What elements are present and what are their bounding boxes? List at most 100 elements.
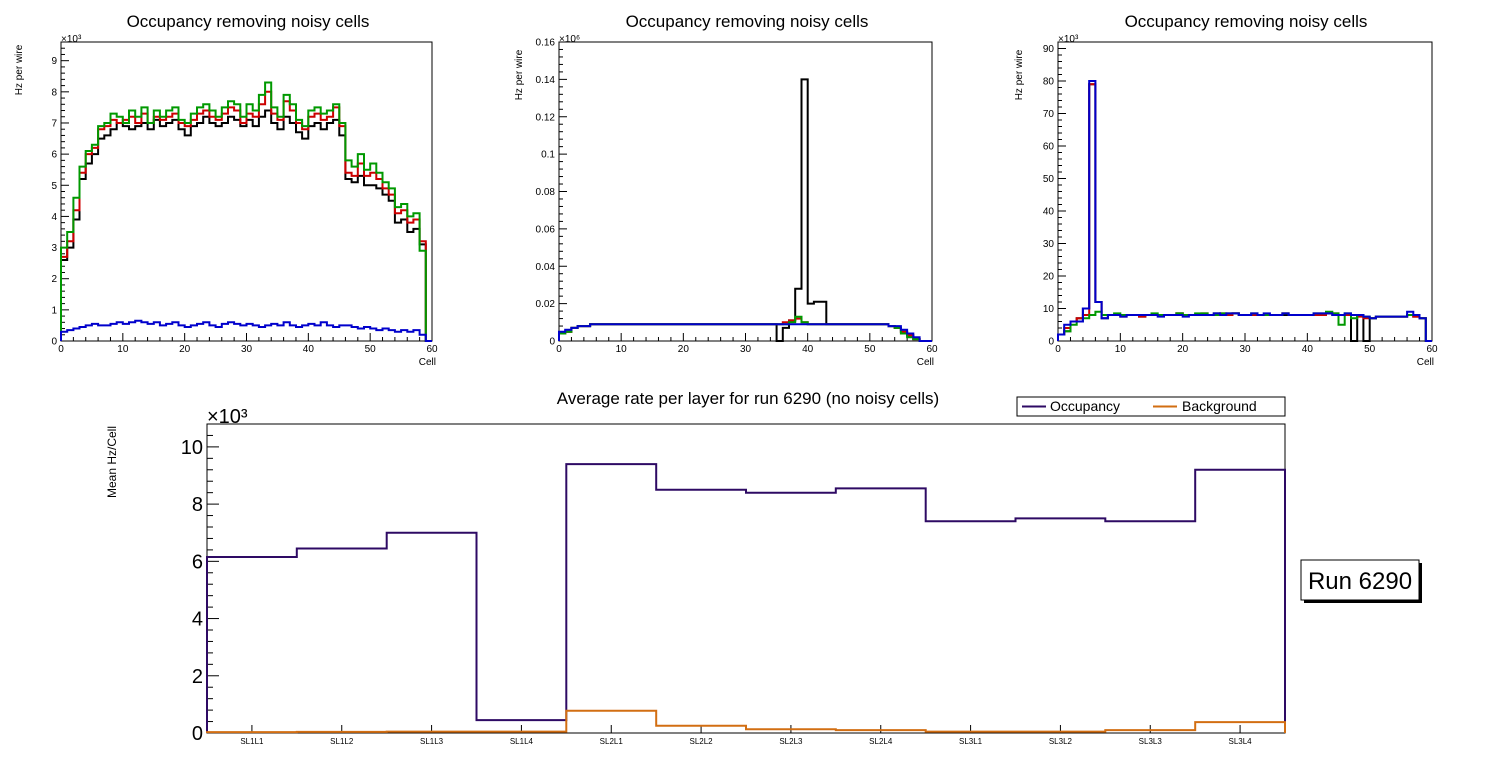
y-tick-label: 0: [51, 337, 57, 348]
x-category-label: SL2L3: [779, 737, 803, 746]
panel-2-exponent-label: ×10⁶: [559, 34, 580, 45]
y-tick-label: 40: [1043, 207, 1055, 218]
y-tick-label: 0: [1048, 337, 1054, 348]
x-category-label: SL3L1: [959, 737, 983, 746]
panel-1: Occupancy removing noisy cells Hz per wi…: [14, 12, 438, 368]
y-tick-label: 6: [192, 551, 203, 573]
y-tick-label: 60: [1043, 142, 1055, 153]
x-category-label: SL3L2: [1049, 737, 1073, 746]
x-tick-label: 30: [1239, 344, 1251, 355]
y-tick-label: 8: [192, 494, 203, 516]
run-annotation-frame: [1300, 559, 1420, 601]
x-category-label: SL1L4: [510, 737, 534, 746]
series-line-layer-4: [1057, 80, 1432, 342]
x-tick-label: 50: [1364, 344, 1376, 355]
y-tick-label: 6: [51, 150, 57, 161]
panel-3-y-axis-label: Hz per wire: [1014, 49, 1025, 100]
y-tick-label: 5: [51, 181, 57, 192]
panel-1-plot-area: 0 1 2 3 4 5 6 7 8 9 0 10 20 30 40 50 60: [51, 41, 438, 355]
panel-3-exponent-label: ×10³: [1058, 34, 1079, 45]
x-tick-label: 20: [179, 344, 191, 355]
panel-2-plot-area: 0 0.02 0.04 0.06 0.08 0.1 0.12 0.14 0.16 0 10 20 30 4…: [536, 38, 938, 356]
x-tick-label: 30: [241, 344, 253, 355]
x-category-label: SL1L1: [240, 737, 264, 746]
panel-3-title: Occupancy removing noisy cells: [1125, 12, 1368, 31]
run-annotation-box: Run 6290: [1300, 559, 1422, 603]
x-category-label: SL1L2: [330, 737, 354, 746]
x-tick-label: 0: [556, 344, 562, 355]
y-tick-label: 0.06: [536, 224, 556, 235]
x-category-label: SL2L2: [690, 737, 714, 746]
y-tick-label: 30: [1043, 239, 1055, 250]
series-line-layer-4: [60, 319, 432, 342]
panel-4-y-axis-label: Mean Hz/Cell: [105, 426, 119, 498]
panel-1-x-axis-label: Cell: [419, 357, 436, 368]
x-tick-label: 0: [1055, 344, 1061, 355]
x-category-label: SL3L4: [1229, 737, 1253, 746]
x-tick-label: 40: [1302, 344, 1314, 355]
x-tick-label: 10: [117, 344, 129, 355]
y-tick-label: 4: [51, 212, 57, 223]
x-tick-label: 60: [1426, 344, 1438, 355]
y-tick-label: 80: [1043, 77, 1055, 88]
panel-2-title: Occupancy removing noisy cells: [626, 12, 869, 31]
y-tick-label: 10: [1043, 304, 1055, 315]
x-tick-label: 20: [678, 344, 690, 355]
x-category-label: SL1L3: [420, 737, 444, 746]
x-tick-label: 30: [740, 344, 752, 355]
x-tick-label: 50: [365, 344, 377, 355]
y-tick-label: 70: [1043, 109, 1055, 120]
y-tick-label: 20: [1043, 272, 1055, 283]
panel-1-exponent-label: ×10³: [61, 34, 82, 45]
x-category-label: SL3L3: [1139, 737, 1163, 746]
y-tick-label: 0.12: [536, 112, 556, 123]
y-tick-label: 10: [181, 437, 203, 459]
panel-4-plot-area: 0 2 4 6 8 10 SL1L1 SL1L2 SL1L3 SL1L4 SL2L1 SL2L2 SL2…: [181, 423, 1286, 746]
y-tick-label: 1: [51, 305, 57, 316]
y-tick-label: 0: [192, 723, 203, 745]
y-tick-label: 4: [192, 609, 203, 631]
panel-4-exponent-label: ×10³: [207, 406, 248, 428]
panel-3: Occupancy removing noisy cells Hz per wi…: [1014, 12, 1438, 368]
y-tick-label: 8: [51, 87, 57, 98]
y-tick-label: 90: [1043, 44, 1055, 55]
run-annotation-text: Run 6290: [1308, 568, 1412, 595]
x-category-label: SL2L1: [600, 737, 624, 746]
x-tick-label: 20: [1177, 344, 1189, 355]
panel-1-title: Occupancy removing noisy cells: [127, 12, 370, 31]
panel-3-x-axis-label: Cell: [1417, 357, 1434, 368]
panel-1-y-axis-label: Hz per wire: [14, 44, 25, 95]
y-tick-label: 0.1: [541, 150, 555, 161]
x-tick-label: 50: [864, 344, 876, 355]
x-tick-label: 40: [802, 344, 814, 355]
x-tick-label: 10: [616, 344, 628, 355]
x-tick-label: 40: [303, 344, 315, 355]
panel-4: Average rate per layer for run 6290 (no …: [105, 389, 1422, 746]
y-tick-label: 2: [192, 666, 203, 688]
series-line-background: [206, 709, 1286, 734]
y-tick-label: 0.08: [536, 187, 556, 198]
panel-2: Occupancy removing noisy cells Hz per wi…: [514, 12, 938, 368]
x-tick-label: 0: [58, 344, 64, 355]
panel-2-x-axis-label: Cell: [917, 357, 934, 368]
legend-label-occupancy: Occupancy: [1050, 398, 1120, 414]
y-tick-label: 0: [549, 337, 555, 348]
panel-2-y-axis-label: Hz per wire: [514, 49, 525, 100]
x-tick-label: 10: [1115, 344, 1127, 355]
y-tick-label: 0.14: [536, 75, 556, 86]
y-tick-label: 2: [51, 274, 57, 285]
series-line-layer-4: [558, 323, 932, 342]
legend: Occupancy Background: [1016, 396, 1286, 417]
series-line-layer-3: [60, 81, 432, 342]
y-tick-label: 0.16: [536, 38, 556, 49]
y-tick-label: 7: [51, 118, 57, 129]
x-tick-label: 60: [426, 344, 438, 355]
y-tick-label: 0.02: [536, 299, 556, 310]
x-category-label: SL2L4: [869, 737, 893, 746]
panel-3-plot-area: 0 10 20 30 40 50 60 70 80 90 0 10 20 30 40 50 60: [1043, 41, 1438, 355]
y-tick-label: 50: [1043, 174, 1055, 185]
legend-frame: [1016, 396, 1286, 417]
y-tick-label: 0.04: [536, 262, 556, 273]
